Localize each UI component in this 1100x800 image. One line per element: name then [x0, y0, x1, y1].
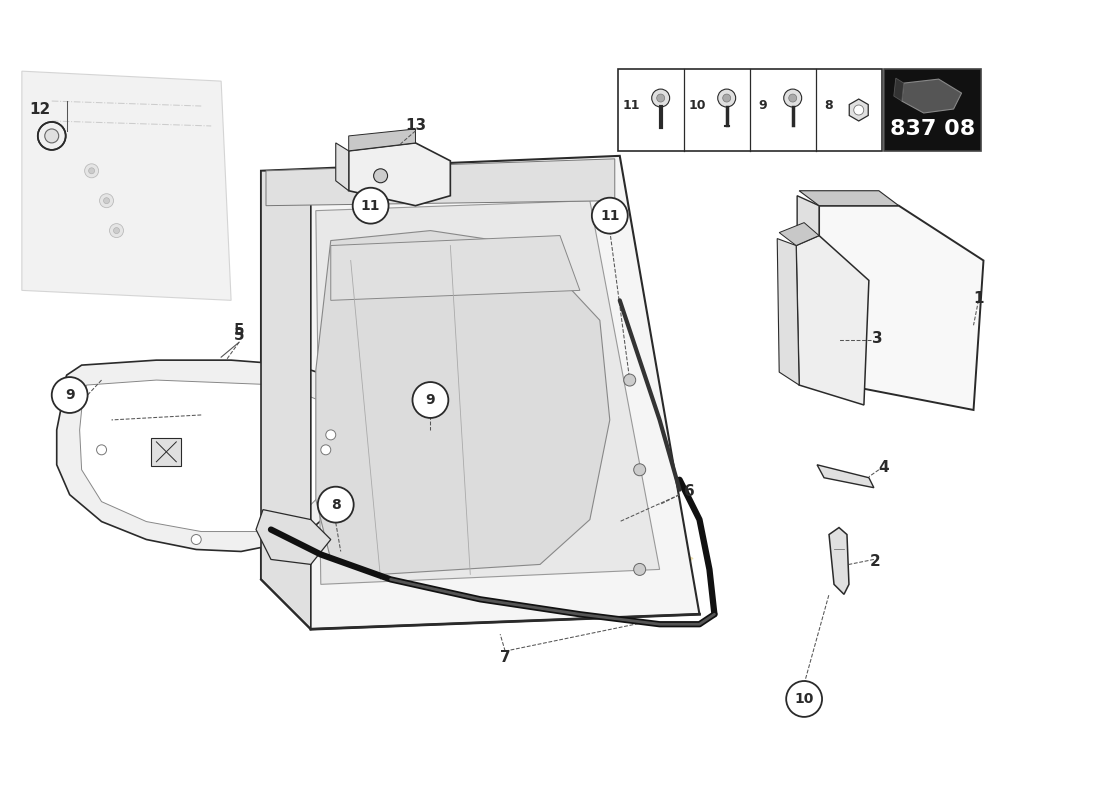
Text: 3: 3	[871, 330, 882, 346]
Circle shape	[110, 224, 123, 238]
Text: 6: 6	[684, 484, 695, 499]
Polygon shape	[336, 143, 349, 190]
Polygon shape	[829, 527, 849, 594]
Circle shape	[789, 94, 796, 102]
Bar	[883, 69, 981, 151]
Circle shape	[100, 194, 113, 208]
Polygon shape	[22, 71, 231, 300]
Polygon shape	[316, 230, 609, 574]
Circle shape	[321, 445, 331, 455]
Text: 9: 9	[65, 388, 75, 402]
Text: 11: 11	[600, 209, 619, 222]
Circle shape	[374, 169, 387, 182]
Polygon shape	[261, 156, 700, 630]
Polygon shape	[799, 190, 899, 206]
Circle shape	[657, 94, 664, 102]
Text: 837 08: 837 08	[890, 119, 976, 139]
Polygon shape	[266, 159, 615, 206]
Circle shape	[85, 164, 99, 178]
Circle shape	[52, 377, 88, 413]
Polygon shape	[849, 99, 868, 121]
Circle shape	[651, 89, 670, 107]
Text: a passion for parts since 1985: a passion for parts since 1985	[265, 337, 695, 583]
Circle shape	[592, 198, 628, 234]
Polygon shape	[349, 129, 416, 151]
Text: 5: 5	[234, 322, 244, 338]
Bar	[44, 128, 59, 144]
Circle shape	[723, 94, 730, 102]
Polygon shape	[779, 222, 820, 246]
Circle shape	[97, 445, 107, 455]
Polygon shape	[349, 143, 450, 206]
Circle shape	[624, 374, 636, 386]
Polygon shape	[798, 196, 820, 380]
Polygon shape	[820, 206, 983, 410]
Circle shape	[318, 486, 354, 522]
Circle shape	[854, 105, 864, 115]
Circle shape	[89, 168, 95, 174]
Text: 12: 12	[30, 102, 51, 117]
Bar	[152, 438, 182, 466]
Text: 4: 4	[879, 460, 889, 475]
Text: 11: 11	[623, 98, 640, 111]
Circle shape	[634, 464, 646, 476]
Circle shape	[634, 563, 646, 575]
Polygon shape	[261, 170, 311, 630]
Text: 8: 8	[825, 98, 834, 111]
Text: 5: 5	[234, 328, 244, 342]
Text: 7: 7	[499, 650, 510, 665]
Polygon shape	[894, 78, 904, 101]
Circle shape	[717, 89, 736, 107]
Polygon shape	[817, 465, 873, 488]
Circle shape	[113, 228, 120, 234]
Polygon shape	[316, 201, 660, 584]
Text: 2: 2	[869, 554, 880, 569]
Circle shape	[783, 89, 802, 107]
Text: 1: 1	[974, 291, 983, 306]
Polygon shape	[79, 380, 345, 531]
Circle shape	[103, 198, 110, 204]
Circle shape	[786, 681, 822, 717]
Circle shape	[326, 430, 336, 440]
Text: 10: 10	[689, 98, 706, 111]
Text: 9: 9	[759, 98, 768, 111]
Polygon shape	[796, 235, 869, 405]
Text: 11: 11	[361, 198, 381, 213]
Polygon shape	[902, 79, 961, 113]
Text: 13: 13	[405, 118, 426, 134]
Text: 9: 9	[426, 393, 436, 407]
Polygon shape	[778, 238, 799, 385]
Text: 10: 10	[794, 692, 814, 706]
Circle shape	[191, 534, 201, 545]
Circle shape	[45, 129, 58, 143]
Circle shape	[353, 188, 388, 224]
Bar	[618, 69, 882, 151]
Polygon shape	[331, 235, 580, 300]
Polygon shape	[256, 510, 331, 565]
Circle shape	[412, 382, 449, 418]
Circle shape	[37, 122, 66, 150]
Text: 8: 8	[331, 498, 341, 512]
Polygon shape	[57, 360, 371, 551]
